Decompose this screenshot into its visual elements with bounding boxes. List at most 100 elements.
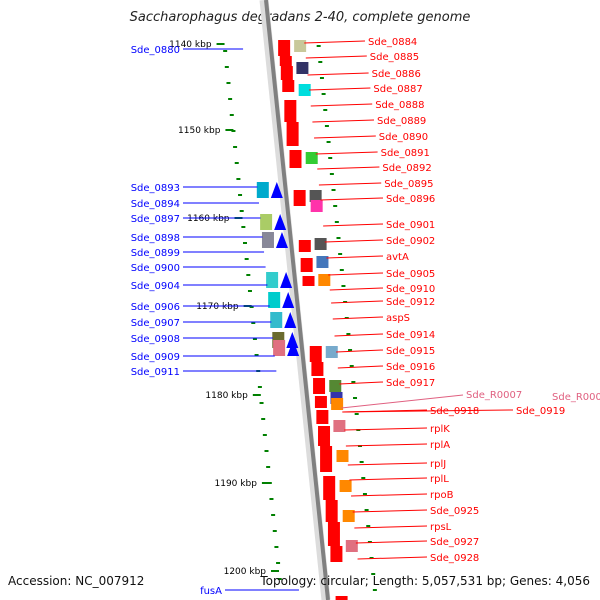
right-leader-line	[324, 239, 384, 243]
gene-cell	[325, 346, 338, 358]
right-leader-line	[329, 287, 384, 291]
tick-dot	[271, 514, 276, 516]
forward-gene-arrow	[286, 332, 299, 348]
right-leader-line	[355, 540, 428, 544]
right-gene-label: Sde_0891	[381, 148, 430, 159]
forward-gene-arrow	[274, 214, 287, 230]
reverse-gene	[314, 396, 327, 408]
right-leader-line	[326, 255, 384, 259]
tick-dot	[272, 530, 277, 532]
tick-dot	[243, 242, 248, 244]
reverse-gene	[311, 362, 324, 376]
right-gene-label: rpsL	[430, 522, 452, 533]
tick-dot	[369, 557, 374, 559]
forward-gene-arrow	[270, 182, 283, 198]
right-gene-label: rplA	[430, 440, 450, 451]
right-leader-line	[315, 151, 378, 155]
right-leader-line	[352, 509, 428, 513]
tick-dot	[319, 77, 324, 79]
right-leader-line	[349, 477, 428, 481]
kbp-tick-mark	[225, 129, 234, 131]
right-leader-line	[336, 349, 384, 353]
right-leader-line	[305, 55, 367, 59]
tick-dot	[348, 349, 353, 351]
right-leader-line	[347, 462, 428, 466]
right-leader-line	[328, 272, 384, 276]
accession-text: Accession: NC_007912	[8, 574, 145, 588]
kbp-tick-label: 1180 kbp	[205, 391, 248, 401]
reverse-gene	[309, 346, 322, 362]
tick-dot	[326, 141, 331, 143]
tick-dot	[351, 381, 356, 383]
reverse-gene	[284, 100, 297, 122]
right-leader-line	[339, 381, 384, 385]
tick-dot	[324, 125, 329, 127]
kbp-tick-label: 1200 kbp	[224, 567, 267, 577]
tick-dot	[223, 50, 228, 52]
gene-cell	[316, 256, 329, 268]
right-gene-label: rplL	[430, 474, 449, 485]
reverse-gene	[318, 426, 331, 446]
gene-cell	[318, 274, 331, 286]
tick-dot	[264, 450, 269, 452]
reverse-gene	[313, 378, 326, 394]
reverse-gene	[280, 66, 293, 80]
rrna-label: Sde_R0007	[466, 390, 522, 401]
right-gene-label: Sde_0885	[370, 52, 419, 63]
left-gene-label: Sde_0907	[131, 318, 180, 329]
gene-cell	[333, 420, 346, 432]
gene-cell	[305, 152, 318, 164]
reverse-gene	[298, 240, 311, 252]
right-gene-label: Sde_0919	[516, 406, 565, 417]
tick-dot	[254, 354, 259, 356]
tick-dot	[328, 157, 333, 159]
tick-dot	[333, 205, 338, 207]
reverse-gene	[282, 80, 295, 92]
tick-dot	[238, 194, 243, 196]
reverse-gene	[286, 122, 299, 146]
gene-cell	[331, 398, 344, 410]
left-gene-label: Sde_0898	[131, 233, 180, 244]
kbp-tick-label: 1150 kbp	[178, 126, 221, 136]
tick-dot	[341, 285, 346, 287]
tick-dot	[266, 466, 271, 468]
left-gene-label: Sde_0893	[131, 183, 180, 194]
left-gene-label: fusA	[200, 586, 222, 597]
reverse-gene	[323, 476, 336, 500]
gene-cell	[309, 190, 322, 202]
right-gene-label: rpoB	[430, 490, 454, 501]
tick-dot	[241, 226, 246, 228]
kbp-tick-mark	[271, 570, 280, 572]
right-gene-label: Sde_0912	[386, 297, 435, 308]
tick-dot	[338, 253, 343, 255]
right-leader-line	[320, 197, 384, 201]
right-leader-line	[309, 87, 371, 91]
right-gene-label: rplK	[430, 424, 450, 435]
forward-gene-cell	[266, 272, 279, 288]
tick-dot	[251, 322, 256, 324]
right-leader-line	[344, 427, 428, 431]
forward-gene-cell	[270, 312, 283, 328]
tick-dot	[353, 397, 358, 399]
tick-dot	[367, 541, 372, 543]
tick-dot	[336, 237, 341, 239]
right-gene-label: Sde_0910	[386, 284, 435, 295]
forward-gene-cell	[260, 214, 273, 230]
tick-dot	[349, 365, 354, 367]
right-gene-label: Sde_0905	[386, 269, 435, 280]
right-gene-label: Sde_0928	[430, 553, 479, 564]
tick-dot	[276, 562, 281, 564]
forward-gene-arrow	[284, 312, 297, 328]
right-gene-label: avtA	[386, 252, 409, 263]
tick-dot	[334, 221, 339, 223]
right-gene-label: Sde_0886	[372, 69, 421, 80]
backbone-line	[264, 0, 330, 600]
right-gene-label: Sde_0916	[386, 362, 435, 373]
tick-dot	[261, 418, 266, 420]
reverse-gene	[330, 546, 343, 562]
rrna-leader-line	[341, 394, 464, 409]
right-gene-label: Sde_0915	[386, 346, 435, 357]
right-leader-line	[314, 135, 376, 139]
reverse-gene	[316, 410, 329, 424]
gene-cell	[339, 480, 352, 492]
